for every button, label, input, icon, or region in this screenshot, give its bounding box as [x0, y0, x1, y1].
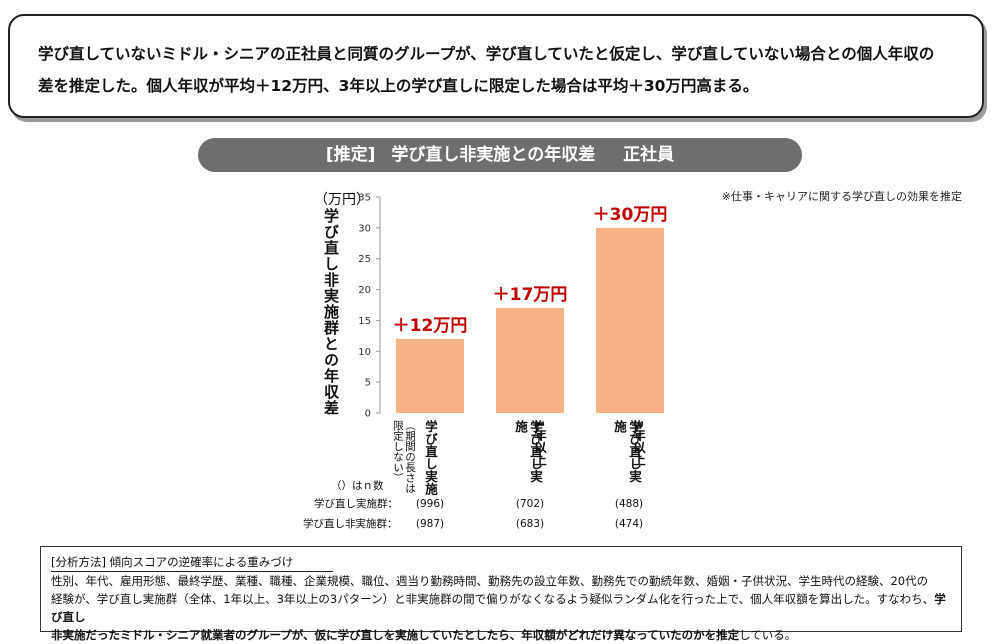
n-caption: （）はｎ数: [331, 480, 384, 492]
n-value: (987): [415, 518, 445, 530]
y-tick-label: 20: [358, 285, 371, 296]
method-emphasis: 学び直し: [51, 592, 946, 624]
method-emphasis: 非実施だったミドル・シニア就業者のグループが、仮に学び直しを実施していたとしたら…: [51, 628, 740, 642]
bar: [396, 338, 464, 413]
y-tick-label: 30: [358, 223, 371, 234]
chart-title-suffix: 正社員: [623, 145, 675, 165]
y-axis-label: 学び直し非実施群との年収差: [322, 208, 340, 416]
category-label-1: 学び直し実施: [423, 420, 438, 495]
method-line-1: 性別、年代、雇用形態、最終学歴、業種、職種、企業規模、職位、週当り勤務時間、勤務…: [51, 574, 929, 588]
y-tick-label: 0: [365, 409, 371, 420]
category-label-3: 学び直し実施: [612, 420, 642, 483]
method-line-2: 経験が、学び直し実施群（全体、1年以上、3年以上の3パターン）と非実施群の間で偏…: [51, 590, 951, 626]
y-tick-label: 25: [358, 254, 371, 265]
method-box: [分析方法] 傾向スコアの逆確率による重みづけ 性別、年代、雇用形態、最終学歴、…: [40, 546, 962, 642]
method-text: 経験が、学び直し実施群（全体、1年以上、3年以上の3パターン）と非実施群の間で偏…: [51, 592, 935, 606]
data-label: ＋30万円: [593, 205, 668, 225]
y-tick-label: 5: [365, 378, 371, 389]
category-sub-3: 3年以上: [631, 420, 646, 467]
n-value: (683): [515, 518, 545, 530]
n-row-label-2: 学び直し非実施群：: [303, 518, 398, 530]
n-value: (996): [415, 498, 445, 510]
data-label: ＋17万円: [493, 285, 568, 305]
data-label: ＋12万円: [393, 316, 468, 336]
bar: [596, 227, 664, 413]
y-tick-label: 15: [358, 316, 371, 327]
chart-title: [推定] 学び直し非実施との年収差 正社員: [198, 138, 802, 172]
n-value: (474): [614, 518, 644, 530]
summary-line-2: 差を推定した。個人年収が平均＋12万円、3年以上の学び直しに限定した場合は平均＋…: [38, 77, 759, 95]
n-value: (702): [515, 498, 545, 510]
n-row-label-1: 学び直し実施群：: [314, 498, 398, 510]
n-value: (488): [614, 498, 644, 510]
chart-title-prefix: [推定]: [325, 145, 376, 165]
category-sub-2: 1年以上: [532, 420, 547, 467]
chart-note: ※仕事・キャリアに関する学び直しの効果を推定: [721, 190, 962, 203]
method-line-3: 非実施だったミドル・シニア就業者のグループが、仮に学び直しを実施していたとしたら…: [51, 626, 951, 644]
method-title: [分析方法] 傾向スコアの逆確率による重みづけ: [51, 553, 334, 572]
category-label-2: 学び直し実施: [513, 420, 543, 483]
bar: [496, 308, 564, 413]
category-sub-1: （期間の長さは限定しない）: [392, 420, 416, 494]
chart-title-main: 学び直し非実施との年収差: [391, 145, 596, 165]
summary-line-1: 学び直していないミドル・シニアの正社員と同質のグループが、学び直していたと仮定し…: [38, 45, 935, 63]
y-unit-label: （万円）: [314, 192, 370, 208]
summary-box: 学び直していないミドル・シニアの正社員と同質のグループが、学び直していたと仮定し…: [8, 14, 984, 118]
y-tick-label: 35: [358, 193, 371, 204]
method-text: している。: [739, 628, 797, 642]
y-tick-label: 10: [358, 347, 371, 358]
bar-chart: 0 5 10 15 20 25 30 35 ＋12万円 ＋17万円 ＋30万円: [358, 193, 668, 420]
